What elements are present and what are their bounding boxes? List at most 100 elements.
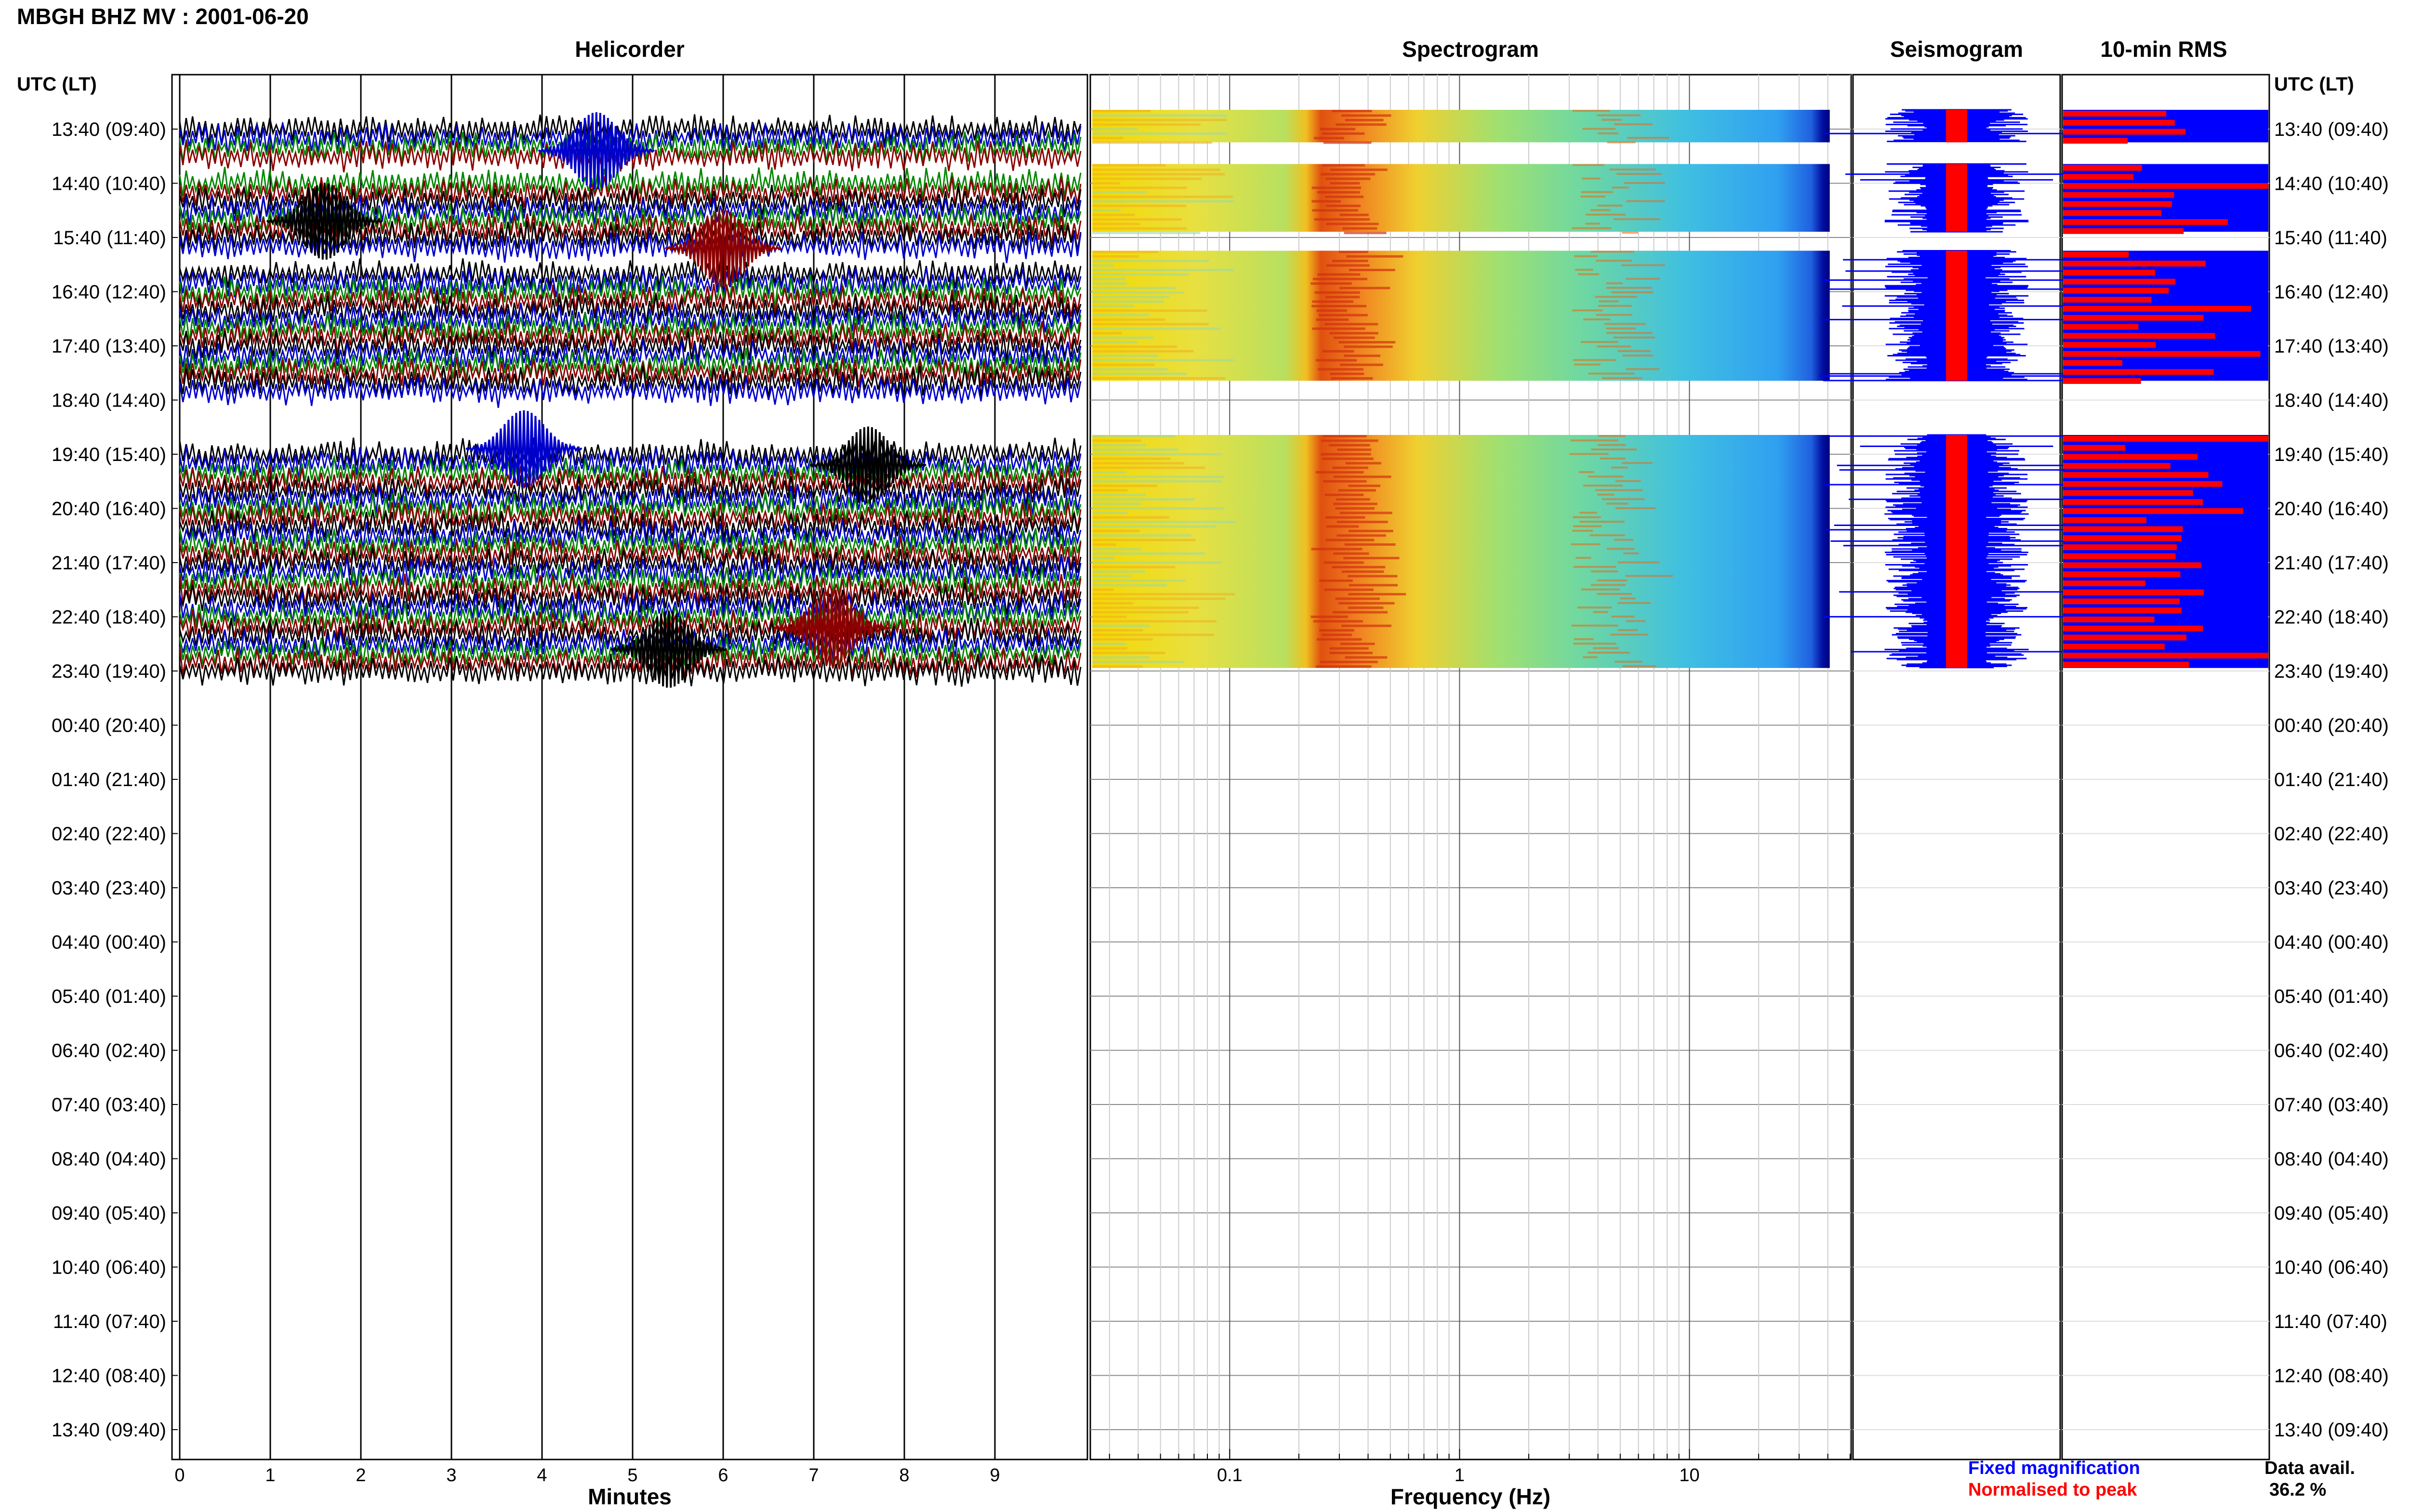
spectrogram-texture [1092, 471, 1126, 473]
rms-normalised [2063, 526, 2183, 532]
spectrogram-texture [1092, 255, 1139, 258]
row-label-right: 22:40 (18:40) [2274, 607, 2389, 628]
spectrogram-texture [1573, 516, 1601, 518]
helicorder-trace [179, 446, 1082, 479]
spectrogram-texture [1609, 168, 1656, 171]
spectrogram-texture [1092, 588, 1114, 591]
spectrogram-texture [1582, 128, 1616, 130]
spectrogram-texture [1092, 633, 1214, 636]
spectrogram-texture [1092, 287, 1176, 289]
rms-normalised [2063, 607, 2182, 614]
row-label-right: 02:40 (22:40) [2274, 824, 2389, 845]
spectrogram-texture [1621, 264, 1665, 266]
helicorder-trace [179, 320, 1082, 355]
rms-normalised [2063, 369, 2214, 375]
helicorder-trace [179, 338, 1082, 372]
helicorder-trace [179, 266, 1082, 300]
spectrogram-texture [1092, 264, 1114, 267]
spectrogram-peak [1332, 466, 1368, 469]
data-avail-label: Data avail. [2264, 1458, 2355, 1478]
spectrogram-texture [1092, 269, 1234, 271]
spectrogram-texture [1627, 137, 1669, 139]
spectrogram-texture [1092, 638, 1153, 641]
helicorder-trace [179, 528, 1082, 560]
spectrogram-texture [1092, 552, 1205, 555]
spectrogram-texture [1092, 191, 1147, 194]
spectrogram-texture [1598, 132, 1619, 134]
spectrogram-texture [1092, 516, 1169, 519]
spectrogram-peak [1348, 485, 1381, 487]
spectrogram-peak [1340, 643, 1375, 645]
spectrogram-peak [1313, 620, 1363, 623]
spectrogram-texture [1092, 665, 1143, 668]
spectrogram-texture [1606, 548, 1635, 550]
spectrogram-title: Spectrogram [1402, 37, 1539, 62]
helicorder-tick-label: 0 [174, 1465, 185, 1486]
spectrogram-block [1092, 435, 1830, 668]
row-label-right: 12:40 (08:40) [2274, 1366, 2389, 1387]
spectrogram-texture [1092, 629, 1143, 632]
spectrogram-peak [1323, 435, 1367, 437]
spectrogram-peak [1330, 182, 1360, 184]
spectrogram-texture [1092, 593, 1235, 596]
spectrogram-texture [1092, 110, 1151, 112]
helicorder-tick-label: 5 [627, 1465, 637, 1486]
spectrogram-peak [1315, 471, 1364, 473]
row-label-left: 21:40 (17:40) [52, 552, 166, 574]
helicorder-xlabel: Minutes [588, 1484, 672, 1509]
rms-normalised [2063, 219, 2228, 225]
rms-normalised [2063, 598, 2180, 605]
spectrogram-texture [1572, 529, 1593, 532]
rms-normalised [2063, 490, 2193, 496]
spectrogram-peak [1341, 114, 1391, 117]
rms-frame [2061, 74, 2270, 1460]
spectrogram-texture [1624, 182, 1665, 184]
spectrogram-texture [1617, 350, 1651, 352]
spectrogram-peak [1345, 462, 1381, 465]
spectrogram-tick-label: 0.1 [1217, 1465, 1243, 1486]
helicorder-trace [179, 500, 1082, 535]
helicorder-tick-label: 7 [808, 1465, 819, 1486]
spectrogram-peak [1349, 529, 1393, 532]
row-label-left: 16:40 (12:40) [52, 282, 166, 303]
row-label-right: 01:40 (21:40) [2274, 769, 2389, 790]
spectrogram-texture [1092, 620, 1217, 623]
helicorder-trace [179, 258, 1082, 290]
row-label-left: 23:40 (19:40) [52, 661, 166, 682]
helicorder-trace [179, 519, 1082, 552]
spectrogram-texture [1092, 132, 1227, 135]
spectrogram-texture [1092, 597, 1226, 600]
spectrogram-texture [1606, 327, 1636, 329]
helicorder-trace [179, 376, 1082, 408]
spectrogram-peak [1310, 616, 1348, 618]
helicorder-trace [179, 366, 1082, 399]
spectrogram-texture [1580, 196, 1606, 198]
spectrogram-texture [1602, 118, 1622, 121]
helicorder-frame [171, 74, 1088, 1460]
spectrogram-peak [1326, 223, 1379, 225]
rms-normalised [2063, 661, 2189, 668]
spectrogram-texture [1590, 584, 1626, 586]
spectrogram-texture [1602, 377, 1642, 379]
spectrogram-peak [1323, 141, 1372, 144]
spectrogram-texture [1579, 512, 1597, 514]
spectrogram-texture [1591, 448, 1637, 451]
rms-normalised [2063, 210, 2162, 216]
spectrogram-texture [1092, 624, 1150, 627]
helicorder-trace [179, 510, 1082, 543]
helicorder-tick-label: 2 [356, 1465, 366, 1486]
helicorder-event [266, 183, 384, 260]
spectrogram-texture [1092, 128, 1138, 131]
spectrogram-texture [1092, 314, 1149, 316]
spectrogram-texture [1570, 439, 1618, 442]
row-label-right: 19:40 (15:40) [2274, 444, 2389, 465]
spectrogram-peak [1315, 359, 1357, 362]
spectrogram-peak [1323, 480, 1367, 483]
row-label-right: 05:40 (01:40) [2274, 986, 2389, 1007]
helicorder-trace [179, 546, 1082, 579]
spectrogram-peak [1314, 137, 1344, 140]
row-label-right: 03:40 (23:40) [2274, 878, 2389, 899]
spectrogram-texture [1588, 372, 1635, 375]
spectrogram-texture [1578, 273, 1600, 276]
spectrogram-peak [1341, 570, 1384, 573]
